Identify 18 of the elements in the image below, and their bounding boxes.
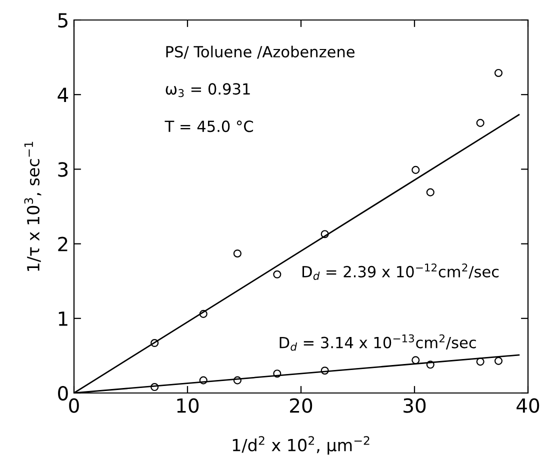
y-tick-label: 0 bbox=[58, 386, 68, 401]
x-axis-title: 1/d$^{2}$ x 10$^{2}$, μm$^{−2}$ bbox=[232, 436, 370, 455]
y-tick-label: 5 bbox=[58, 13, 68, 28]
y-tick-label: 1 bbox=[58, 312, 68, 326]
y-tick-label: 2 bbox=[58, 236, 68, 252]
annotation: D$_{d}$ = 3.14 x 10$^{−13}$cm$^{2}$/sec bbox=[280, 334, 476, 351]
y-tick-label: 4 bbox=[58, 88, 68, 102]
annotation: PS/ Toluene /Azobenzene bbox=[166, 46, 354, 59]
x-tick-label: 0 bbox=[69, 398, 79, 413]
annotation: T = 45.0 °C bbox=[164, 120, 253, 132]
x-tick-label: 10 bbox=[177, 398, 199, 413]
x-tick-label: 40 bbox=[516, 398, 540, 413]
x-tick-label: 30 bbox=[404, 398, 426, 413]
y-axis-title: 1/τ x 10$^{3}$, sec$^{−1}$ bbox=[24, 142, 42, 271]
annotation: ω$_{3}$ = 0.931 bbox=[166, 83, 250, 98]
x-tick-label: 20 bbox=[290, 398, 312, 413]
y-tick-label: 3 bbox=[58, 162, 68, 177]
annotation: D$_{d}$ = 2.39 x 10$^{−12}$cm$^{2}$/sec bbox=[302, 263, 499, 280]
